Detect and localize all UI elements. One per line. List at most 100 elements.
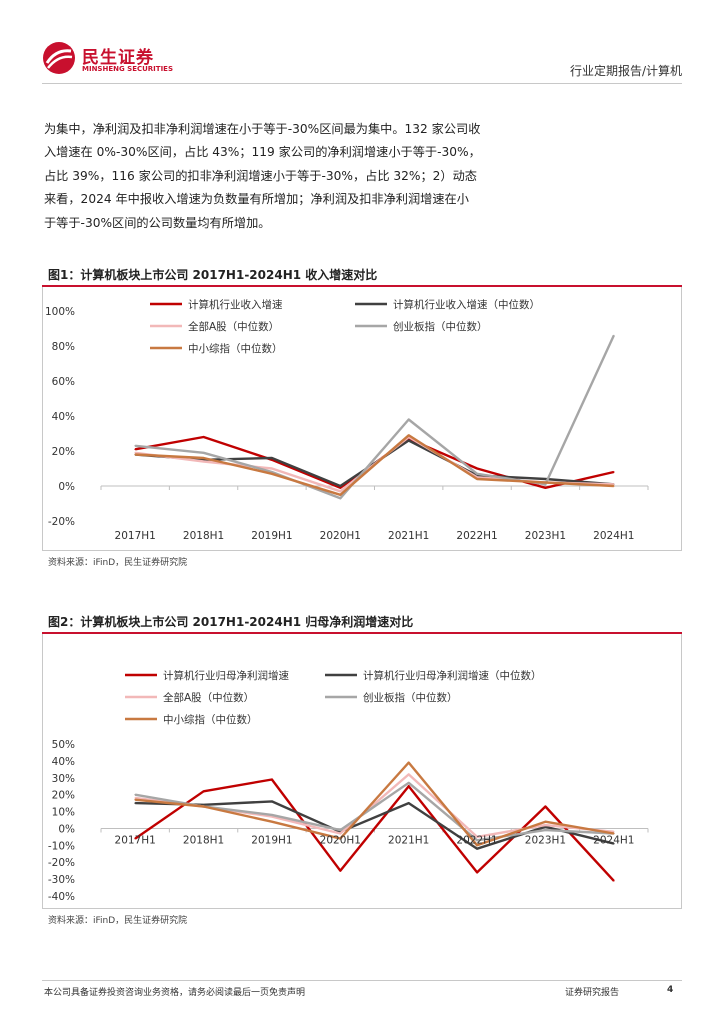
logo-english-name: MINSHENG SECURITIES xyxy=(82,65,173,73)
data-point xyxy=(407,418,410,421)
data-point xyxy=(271,472,273,475)
legend-label: 创业板指（中位数） xyxy=(393,320,488,333)
y-tick-label: -30% xyxy=(48,874,75,886)
data-point xyxy=(339,869,342,872)
data-point xyxy=(202,790,205,793)
data-point xyxy=(407,439,410,442)
data-point xyxy=(544,486,547,489)
data-point xyxy=(544,824,547,826)
y-tick-label: 100% xyxy=(45,306,75,318)
y-tick-label: 0% xyxy=(58,823,75,835)
y-tick-label: 60% xyxy=(52,376,75,388)
data-point xyxy=(407,782,410,784)
data-point xyxy=(613,880,615,882)
series-line xyxy=(135,800,615,850)
data-point xyxy=(339,493,342,496)
data-point xyxy=(202,457,205,459)
data-point xyxy=(134,837,136,840)
y-tick-label: -20% xyxy=(48,516,75,528)
x-tick-label: 2017H1 xyxy=(115,834,156,846)
x-tick-label: 2020H1 xyxy=(320,834,361,846)
data-point xyxy=(613,832,615,835)
data-point xyxy=(134,444,136,447)
footer-divider xyxy=(42,980,682,981)
series-line xyxy=(134,778,615,882)
y-tick-label: 50% xyxy=(52,739,75,751)
data-point xyxy=(202,458,205,461)
x-tick-label: 2023H1 xyxy=(525,834,566,846)
data-point xyxy=(339,829,342,831)
data-point xyxy=(544,805,547,808)
data-point xyxy=(271,457,273,459)
data-point xyxy=(544,820,547,823)
x-tick-label: 2018H1 xyxy=(183,834,224,846)
data-point xyxy=(339,485,342,487)
series-line xyxy=(135,761,615,847)
logo-chinese-name: 民生证券 xyxy=(82,48,154,68)
figure-2-source: 资料来源：iFinD，民生证券研究院 xyxy=(48,916,188,926)
x-tick-label: 2022H1 xyxy=(456,834,497,846)
figure-1-chart-frame: -20% 0% 20% 40% 60% 80% 100% 2017H1 2018H1 2019H1… xyxy=(42,287,682,551)
legend-label: 中小综指（中位数） xyxy=(163,713,258,726)
figure-2-title: 图2：计算机板块上市公司 2017H1-2024H1 归母净利润增速对比 xyxy=(48,615,414,629)
data-point xyxy=(134,802,136,804)
data-point xyxy=(613,842,615,845)
x-tick-label: 2018H1 xyxy=(183,530,224,542)
data-point xyxy=(476,467,478,470)
data-point xyxy=(271,820,273,823)
x-tick-label: 2021H1 xyxy=(388,834,429,846)
data-point xyxy=(339,832,342,835)
data-point xyxy=(134,451,136,454)
data-point xyxy=(476,847,478,850)
data-point xyxy=(407,761,410,764)
figure-title-rule xyxy=(42,285,682,287)
data-point xyxy=(134,448,136,451)
data-point xyxy=(407,434,410,437)
x-tick-label: 2024H1 xyxy=(593,530,634,542)
data-point xyxy=(202,451,205,454)
legend-label: 中小综指（中位数） xyxy=(188,342,283,355)
y-tick-label: -40% xyxy=(48,891,75,903)
paragraph-line: 于等于-30%区间的公司数量均有所增加。 xyxy=(44,215,271,230)
paragraph-line: 为集中，净利润及扣非净利润增速在小于等于-30%区间最为集中。132 家公司收 xyxy=(44,122,481,136)
x-tick-label: 2024H1 xyxy=(593,834,634,846)
figure-1-source: 资料来源：iFinD，民生证券研究院 xyxy=(48,558,188,568)
net-profit-growth-chart: -40% -30% -20% -10% 0% 10% 20% 30% 40% 50% 2017H1 2… xyxy=(48,669,649,903)
data-point xyxy=(613,483,615,486)
report-category: 行业定期报告/计算机 xyxy=(569,64,682,78)
data-point xyxy=(134,798,136,801)
data-point xyxy=(407,802,410,804)
data-point xyxy=(476,472,478,475)
body-paragraph: 为集中，净利润及扣非净利润增速在小于等于-30%区间最为集中。132 家公司收 … xyxy=(44,118,492,235)
header-divider xyxy=(42,83,682,84)
data-point xyxy=(544,478,547,480)
company-logo: 民生证券 MINSHENG SECURITIES xyxy=(42,41,173,77)
y-tick-label: 40% xyxy=(52,756,75,768)
legend-label: 计算机行业归母净利润增速 xyxy=(163,669,289,682)
series-line xyxy=(135,434,614,497)
data-point xyxy=(476,844,478,847)
y-tick-label: 20% xyxy=(52,790,75,802)
data-point xyxy=(271,467,273,470)
data-point xyxy=(476,478,478,480)
y-tick-label: 20% xyxy=(52,446,75,458)
legend-label: 计算机行业收入增速 xyxy=(188,298,283,311)
x-tick-label: 2019H1 xyxy=(251,834,292,846)
figure-title-rule xyxy=(42,632,682,634)
legend-label: 创业板指（中位数） xyxy=(363,691,458,704)
legend-label: 全部A股（中位数） xyxy=(163,691,254,704)
data-point xyxy=(202,805,205,808)
data-point xyxy=(407,785,410,788)
x-tick-label: 2020H1 xyxy=(320,530,361,542)
y-tick-label: -10% xyxy=(48,840,75,852)
data-point xyxy=(202,460,205,463)
footer-disclaimer: 本公司具备证券投资咨询业务资格，请务必阅读最后一页免责声明 xyxy=(44,988,306,998)
data-point xyxy=(544,483,547,486)
minsheng-logo-icon xyxy=(43,42,75,74)
data-point xyxy=(134,793,136,796)
figure-2: 图2：计算机板块上市公司 2017H1-2024H1 归母净利润增速对比 -40… xyxy=(42,612,682,926)
data-point xyxy=(476,839,478,842)
data-point xyxy=(271,471,273,473)
data-point xyxy=(339,497,342,500)
data-point xyxy=(613,485,615,487)
